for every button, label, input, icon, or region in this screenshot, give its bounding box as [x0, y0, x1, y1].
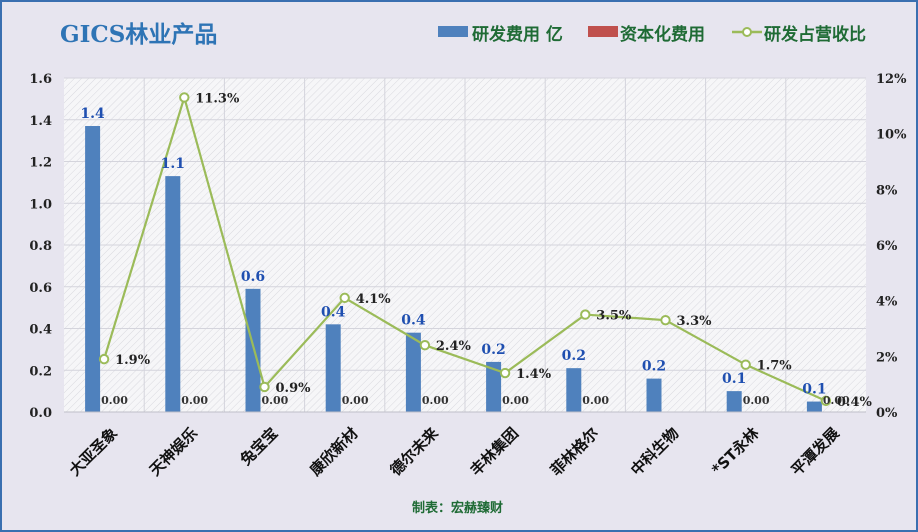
capitalized-value-label: 0.00 — [101, 394, 128, 407]
chart-title: GICS林业产品 — [60, 21, 217, 48]
bar-value-label: 0.1 — [802, 382, 826, 398]
y-left-tick-label: 1.6 — [29, 72, 52, 87]
capitalized-value-label: 0.00 — [582, 394, 609, 407]
y-right-tick-label: 2% — [876, 350, 898, 365]
bar-value-label: 0.1 — [722, 371, 746, 387]
legend-label-ratio: 研发占营收比 — [764, 24, 866, 45]
y-right-tick-label: 6% — [876, 239, 898, 254]
ratio-line — [98, 92, 832, 407]
y-left-tick-label: 0.8 — [29, 239, 52, 254]
bar-value-label: 0.4 — [321, 304, 346, 320]
legend-swatch-capitalized — [588, 26, 618, 37]
ratio-point — [98, 353, 110, 365]
ratio-point — [499, 367, 511, 379]
x-category-label: 德尔未来 — [387, 423, 443, 479]
y-right-tick-label: 10% — [876, 128, 907, 143]
bar-rd-expense — [486, 361, 502, 412]
bar-rd-expense — [806, 401, 822, 412]
ratio-point — [419, 340, 431, 351]
legend-swatch-rd-expense — [438, 26, 468, 37]
x-category-label: 康欣新材 — [306, 424, 361, 479]
bar-rd-expense — [726, 391, 742, 412]
y-right-tick-label: 0% — [876, 406, 898, 421]
bar-rd-expense — [646, 378, 662, 412]
bar-value-label: 1.1 — [161, 156, 185, 172]
x-category-label: 中科生物 — [627, 424, 682, 479]
bar-value-label: 0.2 — [642, 359, 666, 375]
ratio-point — [339, 292, 350, 304]
y-left-tick-label: 1.2 — [29, 156, 52, 171]
y-left-tick-label: 1.4 — [29, 114, 52, 129]
legend-marker-ratio — [742, 27, 752, 37]
x-category-label: 菲林格尔 — [547, 424, 602, 479]
x-category-label: 大亚圣象 — [66, 424, 121, 479]
y-right-tick-label: 4% — [876, 295, 898, 310]
bar-rd-expense — [566, 368, 582, 412]
y-right-tick-label: 12% — [876, 72, 907, 87]
legend: 研发费用 亿 资本化费用 研发占营收比 — [438, 24, 866, 45]
ratio-value-label: 1.9% — [115, 353, 151, 368]
x-category-label: 天神娱乐 — [146, 424, 201, 479]
y-left-tick-label: 0.0 — [29, 406, 52, 421]
y-left-tick-label: 0.6 — [29, 281, 52, 296]
bar-rd-expense — [405, 332, 421, 412]
data-labels: 1.4 0.00 1.1 0.00 0.6 0.00 0.4 0.00 0.4 0.00 0.2 0.… — [80, 91, 872, 409]
bar-value-label: 1.4 — [80, 106, 105, 122]
ratio-line-path — [103, 93, 827, 402]
ratio-value-label: 1.4% — [516, 367, 552, 382]
legend-label-capitalized: 资本化费用 — [620, 24, 705, 45]
capitalized-value-label: 0.00 — [743, 394, 770, 407]
x-category-label: 平潭发展 — [788, 424, 843, 479]
bars — [85, 126, 822, 412]
bar-value-label: 0.4 — [401, 313, 426, 329]
ratio-value-label: 0.9% — [276, 381, 312, 396]
ratio-value-label: 0.4% — [837, 395, 873, 410]
y-right-tick-label: 8% — [876, 183, 898, 198]
x-category-label: *ST永林 — [708, 423, 763, 478]
capitalized-value-label: 0.00 — [823, 394, 850, 407]
capitalized-value-label: 0.00 — [262, 394, 289, 407]
capitalized-value-label: 0.00 — [342, 394, 369, 407]
ratio-value-label: 2.4% — [436, 339, 472, 354]
ratio-value-label: 3.3% — [677, 314, 713, 329]
bar-rd-expense — [325, 324, 341, 412]
bar-value-label: 0.2 — [481, 342, 505, 358]
ratio-point — [660, 314, 671, 326]
bar-rd-expense — [245, 288, 261, 412]
ratio-value-label: 11.3% — [195, 91, 240, 106]
capitalized-value-label: 0.00 — [422, 394, 449, 407]
ratio-value-label: 1.7% — [757, 359, 793, 374]
bar-value-label: 0.2 — [562, 348, 586, 364]
ratio-value-label: 4.1% — [356, 292, 392, 307]
y-left-tick-label: 0.2 — [29, 364, 52, 379]
source-note: 制表：宏赫臻财 — [412, 500, 503, 516]
ratio-point — [259, 381, 270, 393]
ratio-point — [740, 359, 751, 370]
x-category-label: 丰林集团 — [467, 424, 522, 479]
capitalized-value-label: 0.00 — [502, 394, 529, 407]
legend-label-rd-expense: 研发费用 亿 — [472, 24, 563, 45]
bar-rd-expense — [165, 176, 181, 412]
ratio-point — [580, 309, 591, 320]
ratio-point — [820, 395, 832, 407]
ratio-point — [179, 92, 190, 103]
bar-value-label: 0.6 — [241, 269, 265, 285]
x-category-label: 兔宝宝 — [236, 424, 281, 469]
y-left-tick-label: 1.0 — [29, 197, 52, 212]
bar-rd-expense — [85, 126, 101, 412]
ratio-value-label: 3.5% — [596, 309, 632, 324]
y-left-tick-label: 0.4 — [29, 323, 52, 338]
capitalized-value-label: 0.00 — [181, 394, 208, 407]
